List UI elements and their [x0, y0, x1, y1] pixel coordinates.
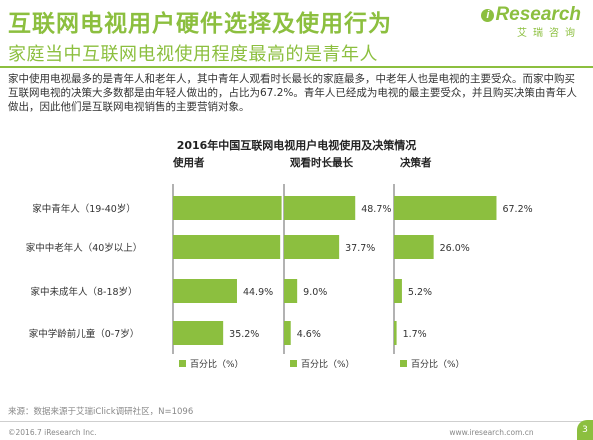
- data-label: 1.7%: [403, 329, 427, 340]
- bar: [173, 235, 281, 259]
- brand-logo-text: Research: [495, 4, 581, 25]
- copyright: ©2016.7 iResearch Inc.: [8, 428, 97, 437]
- legend-swatch: [290, 360, 297, 367]
- legend-swatch: [400, 360, 407, 367]
- category-label: 家中中老年人（40岁以上）: [26, 242, 143, 254]
- bar: [394, 321, 397, 345]
- data-label: 35.2%: [229, 329, 259, 340]
- legend-label: 百分比（%）: [411, 358, 465, 370]
- category-label: 家中青年人（19-40岁）: [32, 203, 136, 215]
- data-label: 44.9%: [243, 287, 273, 298]
- chart-title: 2016年中国互联网电视用户电视使用及决策情况: [176, 139, 417, 152]
- description-text: 家中使用电视最多的是青年人和老年人，其中青年人观看时长最长的家庭最多，中老年人也…: [8, 73, 577, 113]
- bar: [173, 279, 237, 303]
- page-number: 3: [577, 420, 593, 440]
- page-subtitle: 家庭当中互联网电视使用程度最高的是青年人: [8, 44, 378, 65]
- data-label: 4.6%: [297, 329, 321, 340]
- bar: [394, 196, 497, 220]
- brand-subtitle: 艾瑞咨询: [517, 28, 581, 39]
- panel-title: 使用者: [172, 156, 205, 169]
- brand-logo-i: i: [481, 9, 495, 22]
- bar: [173, 321, 224, 345]
- bar: [173, 196, 282, 220]
- category-label: 家中学龄前儿童（0-7岁）: [29, 328, 140, 340]
- bar: [284, 321, 291, 345]
- legend-label: 百分比（%）: [301, 358, 355, 370]
- bar: [284, 235, 340, 259]
- page-title: 互联网电视用户硬件选择及使用行为: [8, 11, 392, 37]
- legend-label: 百分比（%）: [190, 358, 244, 370]
- panel-title: 决策者: [400, 156, 432, 169]
- data-label: 5.2%: [408, 287, 432, 298]
- source-note: 来源：数据来源于艾瑞iClick调研社区，N=1096: [8, 407, 194, 417]
- bar-chart: 家中青年人（19-40岁） 家中中老年人（40岁以上） 家中未成年人（8-18岁） 家…: [26, 156, 533, 370]
- website-wrapper: www.iresearch.com.cn: [0, 428, 593, 437]
- header-divider: [0, 66, 593, 68]
- data-label: 26.0%: [440, 243, 470, 254]
- bar: [284, 279, 298, 303]
- data-label: 9.0%: [303, 287, 327, 298]
- footer-divider: [0, 421, 593, 422]
- legend-swatch: [179, 360, 186, 367]
- website: www.iresearch.com.cn: [449, 428, 534, 437]
- brand-logo: i Research 艾瑞咨询: [481, 4, 581, 39]
- bar: [394, 279, 402, 303]
- data-label: 67.2%: [502, 204, 532, 215]
- bar: [394, 235, 434, 259]
- category-label: 家中未成年人（8-18岁）: [30, 286, 137, 298]
- data-label: 37.7%: [345, 243, 375, 254]
- bar: [284, 196, 356, 220]
- data-label: 48.7%: [361, 204, 391, 215]
- panel-title: 观看时长最长: [290, 156, 353, 169]
